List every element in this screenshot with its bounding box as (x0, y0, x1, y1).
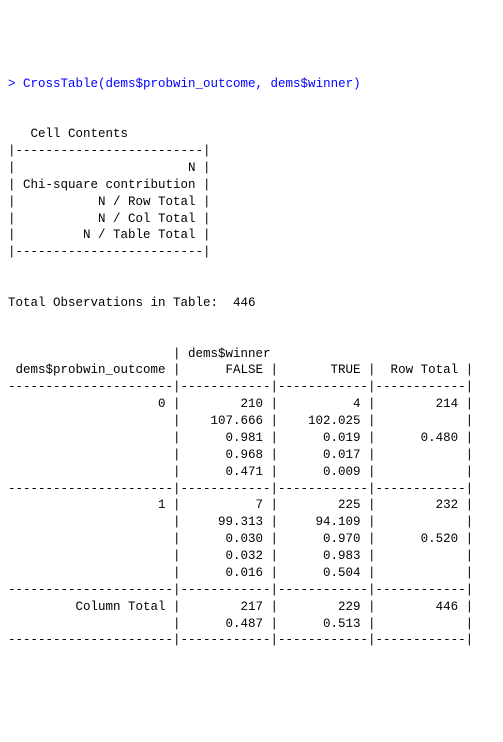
legend-line: | N / Table Total | (8, 228, 211, 242)
legend-line: | N | (8, 161, 211, 175)
total-obs-value: 446 (233, 296, 256, 310)
legend-bar: |-------------------------| (8, 245, 211, 259)
legend-line: | N / Row Total | (8, 195, 211, 209)
r-console-output: > CrossTable(dems$probwin_outcome, dems$… (8, 77, 473, 648)
prompt-symbol: > (8, 77, 23, 91)
command-text: CrossTable(dems$probwin_outcome, dems$wi… (23, 77, 361, 91)
total-obs-label: Total Observations in Table: (8, 296, 233, 310)
legend-line: | N / Col Total | (8, 212, 211, 226)
legend-line: | Chi-square contribution | (8, 178, 211, 192)
crosstable: | dems$winner dems$probwin_outcome | FAL… (8, 347, 473, 648)
cell-contents-header: Cell Contents (8, 127, 128, 141)
legend-bar: |-------------------------| (8, 144, 211, 158)
